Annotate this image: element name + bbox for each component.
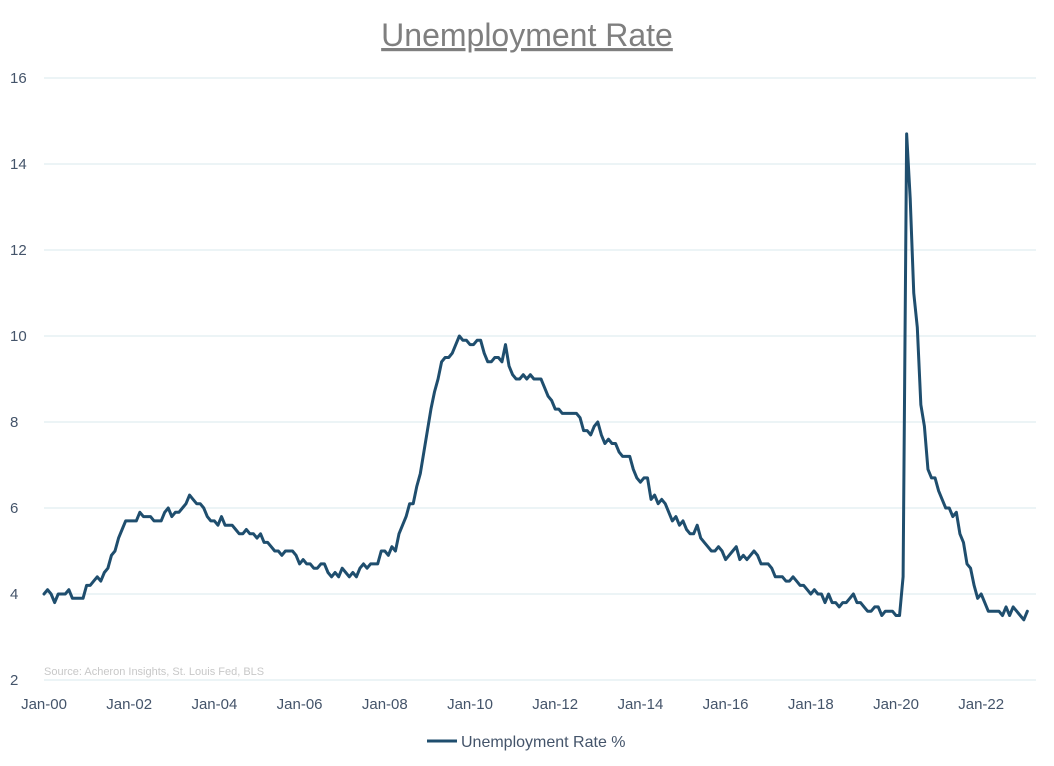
legend: Unemployment Rate %: [427, 734, 626, 751]
y-tick-label: 4: [10, 586, 18, 603]
x-tick-label: Jan-16: [703, 696, 749, 713]
chart-title: Unemployment Rate: [381, 17, 673, 53]
y-tick-label: 10: [10, 328, 27, 345]
series-line-unemployment-rate: [42, 132, 1029, 622]
x-tick-label: Jan-12: [532, 696, 578, 713]
x-axis-ticks: Jan-00 Jan-02 Jan-04 Jan-06 Jan-08 Jan-10 Jan-…: [21, 696, 1004, 713]
y-tick-label: 14: [10, 156, 27, 173]
y-tick-label: 8: [10, 414, 18, 431]
y-tick-label: 6: [10, 500, 18, 517]
y-tick-label: 12: [10, 242, 27, 259]
y-tick-label: 2: [10, 672, 18, 689]
x-tick-label: Jan-10: [447, 696, 493, 713]
source-note: Source: Acheron Insights, St. Louis Fed,…: [44, 666, 264, 678]
y-tick-label: 16: [10, 70, 27, 87]
x-tick-label: Jan-00: [21, 696, 67, 713]
x-tick-label: Jan-20: [873, 696, 919, 713]
y-axis-ticks: 2 4 6 8 10 12 14 16: [10, 70, 27, 689]
grid-lines: [44, 77, 1036, 681]
legend-label: Unemployment Rate %: [461, 734, 626, 751]
x-tick-label: Jan-02: [106, 696, 152, 713]
x-tick-label: Jan-06: [277, 696, 323, 713]
x-tick-label: Jan-08: [362, 696, 408, 713]
x-tick-label: Jan-18: [788, 696, 834, 713]
x-tick-label: Jan-04: [191, 696, 237, 713]
series-layer: [42, 132, 1029, 622]
x-tick-label: Jan-14: [617, 696, 663, 713]
x-tick-label: Jan-22: [958, 696, 1004, 713]
